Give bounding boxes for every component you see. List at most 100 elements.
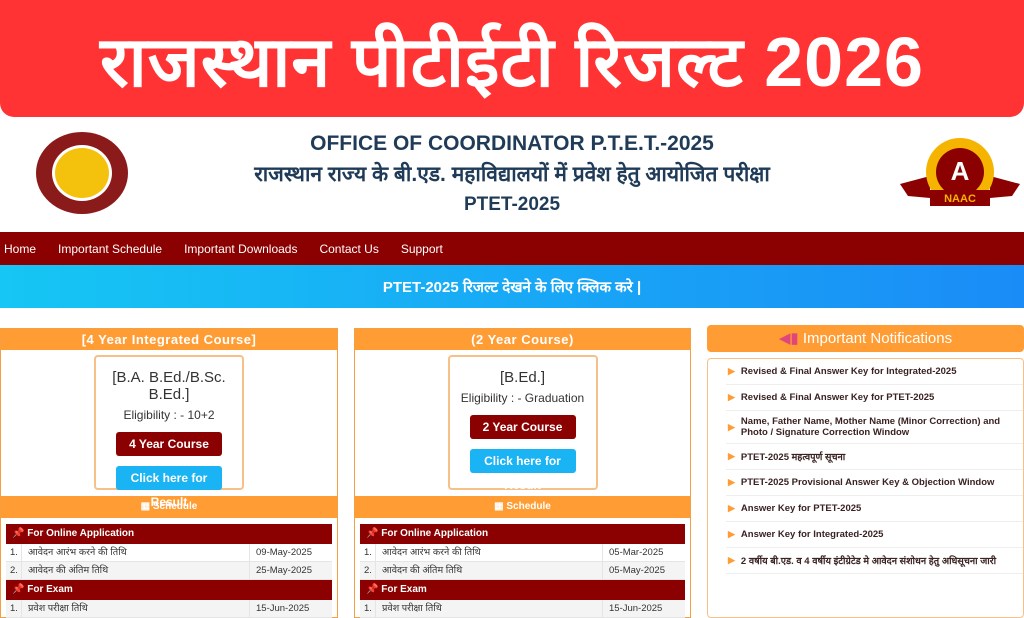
panel-title: [4 Year Integrated Course] bbox=[1, 329, 337, 350]
notification-link[interactable]: 2 वर्षीय बी.एड. व 4 वर्षीय इंटीग्रेटेड म… bbox=[740, 556, 997, 567]
section-label: For Exam bbox=[27, 584, 73, 595]
section-online-application: 📌 For Online Application bbox=[6, 524, 332, 544]
row-date: 09-May-2025 bbox=[256, 547, 312, 558]
panel-title: (2 Year Course) bbox=[355, 329, 690, 350]
row-date: 25-May-2025 bbox=[256, 565, 312, 576]
result-link-bar[interactable]: PTET-2025 रिजल्ट देखने के लिए क्लिक करे … bbox=[0, 265, 1024, 308]
arrow-right-icon: ▶ bbox=[728, 555, 735, 565]
calendar-icon: ▦ bbox=[494, 501, 507, 512]
notification-link[interactable]: Name, Father Name, Mother Name (Minor Co… bbox=[740, 416, 1001, 438]
office-title: OFFICE OF COORDINATOR P.T.E.T.-2025 bbox=[310, 132, 714, 155]
course-card: [B.Ed.] Eligibility : - Graduation 2 Yea… bbox=[447, 355, 598, 492]
schedule-table: 📌 For Online Application 1. आवेदन आरंभ कर… bbox=[6, 524, 332, 618]
course-panel-4-year: [4 Year Integrated Course] [B.A. B.Ed./B… bbox=[0, 328, 338, 618]
notification-item[interactable]: ▶ PTET-2025 Provisional Answer Key & Obje… bbox=[726, 470, 1023, 496]
section-exam: 📌 For Exam bbox=[6, 580, 332, 600]
calendar-icon: ▦ bbox=[140, 501, 153, 512]
notification-link[interactable]: Revised & Final Answer Key for Integrate… bbox=[740, 366, 957, 377]
notification-link[interactable]: PTET-2025 Provisional Answer Key & Objec… bbox=[740, 477, 995, 488]
main-nav: Home Important Schedule Important Downlo… bbox=[0, 232, 1024, 265]
svg-text:NAAC: NAAC bbox=[944, 193, 976, 205]
title-banner: राजस्थान पीटीईटी रिजल्ट 2026 bbox=[0, 0, 1024, 117]
schedule-label: Schedule bbox=[506, 501, 551, 512]
notification-item[interactable]: ▶ Revised & Final Answer Key for Integrat… bbox=[726, 359, 1023, 385]
result-button[interactable]: Click here for Result bbox=[469, 449, 576, 492]
table-row: 1. आवेदन आरंभ करने की तिथि 05-Mar-2025 bbox=[360, 544, 685, 562]
notifications-header: ◀▮ Important Notifications bbox=[707, 325, 1024, 352]
table-row: 1. आवेदन आरंभ करने की तिथि 09-May-2025 bbox=[6, 544, 332, 562]
arrow-right-icon: ▶ bbox=[728, 503, 735, 513]
section-label: For Online Application bbox=[27, 528, 135, 539]
2-year-course-button[interactable]: 2 Year Course bbox=[469, 415, 576, 439]
eligibility-label: Eligibility : - Graduation bbox=[460, 391, 585, 405]
course-card: [B.A. B.Ed./B.Sc. B.Ed.] Eligibility : -… bbox=[94, 355, 244, 509]
table-row: 2. आवेदन की अंतिम तिथि 05-May-2025 bbox=[360, 562, 685, 580]
row-number: 1. bbox=[360, 544, 376, 561]
notifications-title: Important Notifications bbox=[802, 330, 953, 347]
table-row: 2. आवेदन की अंतिम तिथि 25-May-2025 bbox=[6, 562, 332, 580]
naac-logo: A NAAC bbox=[900, 138, 1020, 206]
row-label: आवेदन आरंभ करने की तिथि bbox=[376, 544, 603, 561]
notification-item[interactable]: ▶ Revised & Final Answer Key for PTET-202… bbox=[726, 385, 1023, 411]
row-label: आवेदन की अंतिम तिथि bbox=[22, 562, 250, 579]
pin-icon: 📌 bbox=[12, 584, 28, 595]
section-label: For Online Application bbox=[381, 528, 489, 539]
row-date: 05-Mar-2025 bbox=[609, 547, 664, 558]
nav-important-downloads[interactable]: Important Downloads bbox=[184, 241, 298, 256]
course-panel-2-year: (2 Year Course) [B.Ed.] Eligibility : - … bbox=[354, 328, 691, 618]
section-online-application: 📌 For Online Application bbox=[360, 524, 685, 544]
result-button[interactable]: Click here for Result bbox=[116, 466, 222, 509]
arrow-right-icon: ▶ bbox=[728, 477, 735, 487]
notifications-panel: ◀▮ Important Notifications ▶ Revised & Fi… bbox=[707, 325, 1024, 618]
row-number: 1. bbox=[6, 600, 22, 617]
notification-link[interactable]: Answer Key for PTET-2025 bbox=[740, 503, 862, 514]
row-number: 2. bbox=[360, 562, 376, 579]
row-number: 1. bbox=[360, 600, 376, 617]
notification-link[interactable]: Answer Key for Integrated-2025 bbox=[740, 529, 884, 540]
nav-important-schedule[interactable]: Important Schedule bbox=[58, 241, 163, 256]
notification-item[interactable]: ▶ Answer Key for PTET-2025 bbox=[726, 496, 1023, 522]
table-row: 1. प्रवेश परीक्षा तिथि 15-Jun-2025 bbox=[360, 600, 685, 618]
site-header: OFFICE OF COORDINATOR P.T.E.T.-2025 राजस… bbox=[0, 118, 1024, 232]
schedule-header: ▦ Schedule bbox=[355, 496, 690, 518]
notification-item[interactable]: ▶ 2 वर्षीय बी.एड. व 4 वर्षीय इंटीग्रेटेड … bbox=[726, 548, 1023, 574]
row-number: 2. bbox=[6, 562, 22, 579]
banner-title: राजस्थान पीटीईटी रिजल्ट 2026 bbox=[100, 22, 924, 101]
schedule-header: ▦ Schedule bbox=[1, 496, 337, 518]
schedule-table: 📌 For Online Application 1. आवेदन आरंभ कर… bbox=[360, 524, 685, 618]
row-label: प्रवेश परीक्षा तिथि bbox=[376, 600, 603, 617]
row-label: आवेदन की अंतिम तिथि bbox=[376, 562, 603, 579]
row-date: 15-Jun-2025 bbox=[256, 603, 310, 614]
arrow-right-icon: ▶ bbox=[728, 529, 735, 539]
office-subtitle: राजस्थान राज्य के बी.एड. महाविद्यालयों म… bbox=[254, 163, 770, 186]
schedule-label: Schedule bbox=[152, 501, 198, 512]
notification-link[interactable]: PTET-2025 महत्वपूर्ण सूचना bbox=[740, 452, 846, 463]
nav-contact-us[interactable]: Contact Us bbox=[319, 241, 379, 256]
nav-home[interactable]: Home bbox=[4, 241, 37, 256]
svg-text:A: A bbox=[951, 156, 970, 186]
table-row: 1. प्रवेश परीक्षा तिथि 15-Jun-2025 bbox=[6, 600, 332, 618]
notification-item[interactable]: ▶ PTET-2025 महत्वपूर्ण सूचना bbox=[726, 444, 1023, 470]
exam-name: PTET-2025 bbox=[463, 194, 561, 215]
row-label: आवेदन आरंभ करने की तिथि bbox=[22, 544, 250, 561]
university-logo bbox=[36, 132, 128, 214]
eligibility-label: Eligibility : - 10+2 bbox=[123, 408, 215, 422]
pin-icon: 📌 bbox=[366, 528, 382, 539]
arrow-right-icon: ▶ bbox=[728, 366, 735, 376]
pin-icon: 📌 bbox=[366, 584, 382, 595]
arrow-right-icon: ▶ bbox=[728, 392, 735, 402]
arrow-right-icon: ▶ bbox=[728, 451, 735, 461]
nav-support[interactable]: Support bbox=[400, 241, 443, 256]
section-label: For Exam bbox=[381, 584, 427, 595]
result-link-text[interactable]: PTET-2025 रिजल्ट देखने के लिए क्लिक करे … bbox=[382, 278, 642, 296]
4-year-course-button[interactable]: 4 Year Course bbox=[116, 432, 222, 456]
degree-label: [B.A. B.Ed./B.Sc. B.Ed.] bbox=[112, 369, 226, 403]
notification-item[interactable]: ▶ Answer Key for Integrated-2025 bbox=[726, 522, 1023, 548]
arrow-right-icon: ▶ bbox=[728, 421, 735, 432]
notifications-list: ▶ Revised & Final Answer Key for Integrat… bbox=[707, 358, 1024, 618]
row-label: प्रवेश परीक्षा तिथि bbox=[22, 600, 250, 617]
notification-link[interactable]: Revised & Final Answer Key for PTET-2025 bbox=[740, 392, 935, 403]
section-exam: 📌 For Exam bbox=[360, 580, 685, 600]
notification-item[interactable]: ▶ Name, Father Name, Mother Name (Minor C… bbox=[726, 411, 1023, 444]
megaphone-icon: ◀▮ bbox=[778, 330, 803, 347]
